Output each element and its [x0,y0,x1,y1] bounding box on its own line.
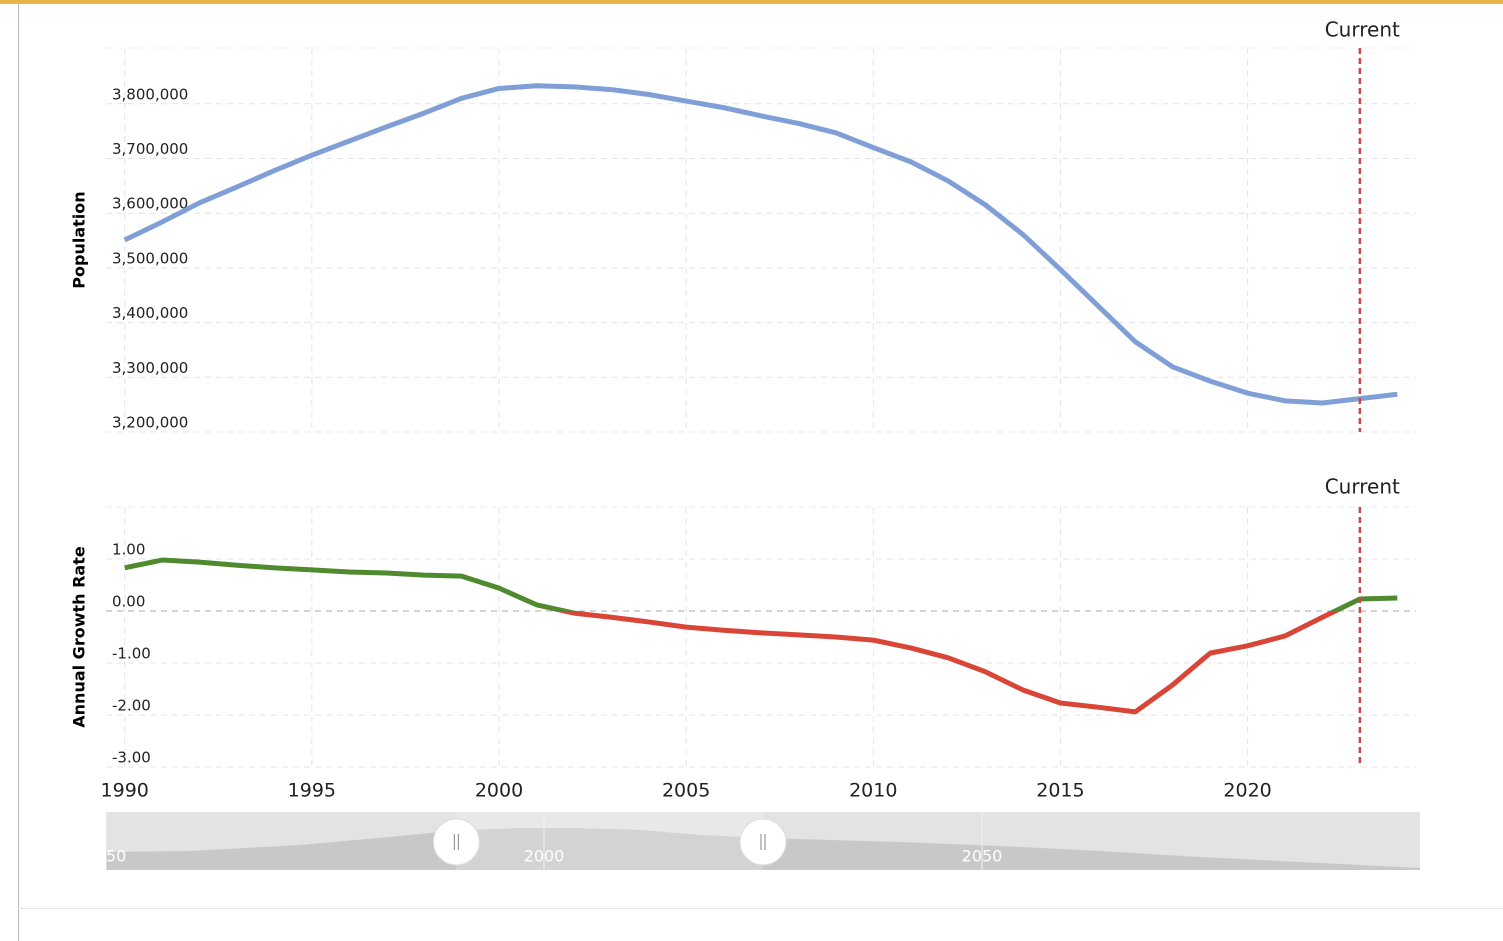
y-tick-label: 3,500,000 [112,249,188,267]
navigator-selection [456,812,763,870]
handle-circle [432,818,480,866]
navigator-tick-label: 1950 [86,847,127,866]
handle-circle [739,818,787,866]
current-label: Current [1325,18,1400,42]
y-tick-label: -2.00 [112,697,151,715]
y-tick-label: 3,800,000 [112,85,188,103]
x-tick-label: 2010 [849,780,897,802]
population-line [123,83,1398,406]
x-tick-label: 2015 [1036,780,1084,802]
navigator-handle[interactable] [432,818,480,866]
x-tick-label: 2020 [1223,780,1271,802]
y-axis-title: Annual Growth Rate [70,546,89,728]
navigator-handle[interactable] [739,818,787,866]
x-tick-label: 1990 [101,780,149,802]
y-tick-label: 0.00 [112,593,145,611]
y-tick-label: 3,700,000 [112,140,188,158]
chart-panel: 3,200,000 3,300,000 3,400,000 3,500,000 3,60… [70,18,1416,433]
y-tick-label: 1.00 [112,541,145,559]
x-tick-label: 1995 [288,780,336,802]
y-tick-label: 3,300,000 [112,359,188,377]
chart-panel: 1990 1995 2000 2005 2010 2015 2020 -3.00 -2.00 -1… [70,475,1416,802]
charts: 3,200,000 3,300,000 3,400,000 3,500,000 3,60… [70,18,1416,802]
y-tick-label: 3,400,000 [112,304,188,322]
y-tick-label: 3,200,000 [112,414,188,432]
y-tick-label: -1.00 [112,645,151,663]
top-strip [0,0,1503,4]
navigator-tick-label: 2050 [962,847,1003,866]
current-label: Current [1325,475,1400,499]
y-axis-title: Population [70,191,89,288]
y-tick-label: -3.00 [112,749,151,767]
growth-line-positive [124,557,1398,611]
y-tick-label: 3,600,000 [112,195,188,213]
navigator-tick-label: 2000 [524,847,565,866]
x-tick-label: 2000 [475,780,523,802]
x-tick-label: 2005 [662,780,710,802]
growth-line-negative [552,611,1341,715]
